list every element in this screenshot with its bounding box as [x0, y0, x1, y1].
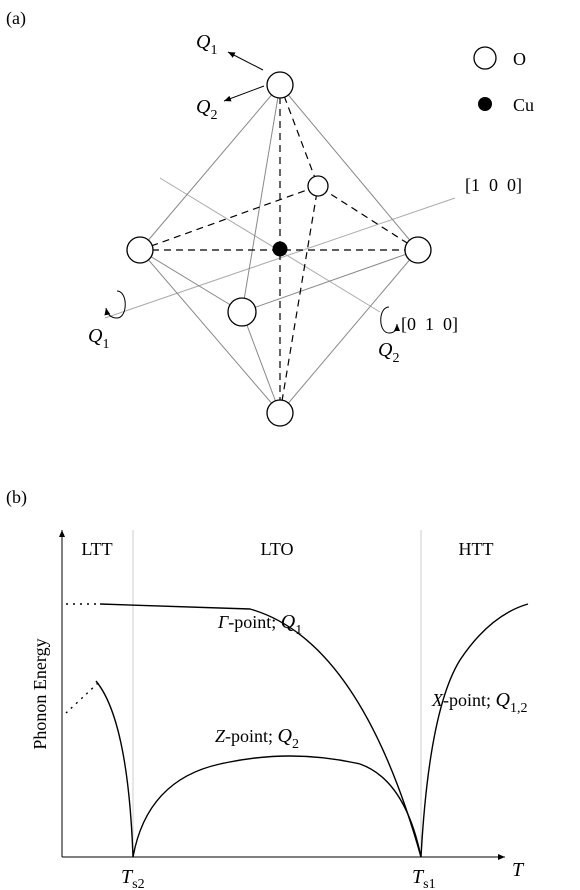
panel-b-label: (b) — [6, 487, 27, 508]
legend: O Cu — [473, 46, 534, 115]
phonon-curves — [65, 603, 529, 858]
curve-x-point — [420, 603, 529, 858]
legend-oxygen-label: O — [513, 49, 526, 69]
mode-label-right-q2: Q2 — [378, 339, 399, 366]
arrow-q2-top — [223, 85, 265, 102]
curve-label-x: X-point; Q1,2 — [431, 689, 527, 716]
axis-010-line — [159, 177, 381, 313]
direction-010-label: [0 1 0] — [401, 314, 458, 334]
tick-label-ts1: Ts1 — [412, 866, 436, 890]
rotation-arrow-q1 — [104, 290, 126, 319]
mode-label-top-q2: Q2 — [196, 96, 217, 123]
oxygen-atom-back — [307, 175, 329, 197]
curve-label-gamma: Γ-point; Q1 — [217, 611, 302, 638]
phase-label-lto: LTO — [260, 539, 293, 559]
panel-a: (a) — [6, 8, 534, 427]
mode-label-top-q1: Q1 — [196, 31, 217, 58]
rotation-arrow-q2 — [380, 306, 400, 334]
tick-label-ts2: Ts2 — [121, 866, 145, 890]
oxygen-atom-left — [126, 236, 154, 264]
phase-label-ltt: LTT — [81, 539, 112, 559]
arrow-q1-top — [227, 51, 264, 71]
y-axis-label: Phonon Energy — [30, 638, 50, 749]
legend-copper-label: Cu — [513, 95, 534, 115]
oxygen-atom-right — [404, 236, 432, 264]
oxygen-atom-top — [266, 71, 294, 99]
copper-atom — [272, 241, 288, 257]
oxygen-atom-front — [227, 297, 257, 327]
phase-label-htt: HTT — [459, 539, 494, 559]
oxygen-atoms — [126, 71, 432, 427]
octahedron-front-edges — [139, 84, 419, 414]
curve-ltt-extrapolation — [65, 682, 99, 714]
oxygen-atom-bottom — [266, 399, 294, 427]
mode-label-left-q1: Q1 — [88, 325, 109, 352]
curve-gamma-point — [99, 603, 422, 858]
curve-ltt-branch — [95, 680, 134, 858]
direction-100-label: [1 0 0] — [465, 175, 522, 195]
x-axis-label: T — [512, 859, 525, 881]
curve-z-point — [132, 755, 422, 858]
legend-oxygen-marker — [473, 46, 497, 70]
legend-copper-marker — [478, 97, 492, 111]
curve-label-z: Z-point; Q2 — [215, 725, 299, 752]
panel-a-label: (a) — [6, 8, 26, 29]
panel-b: (b) LTT LTO HTT Phonon Energy Γ-point; Q… — [6, 487, 529, 890]
